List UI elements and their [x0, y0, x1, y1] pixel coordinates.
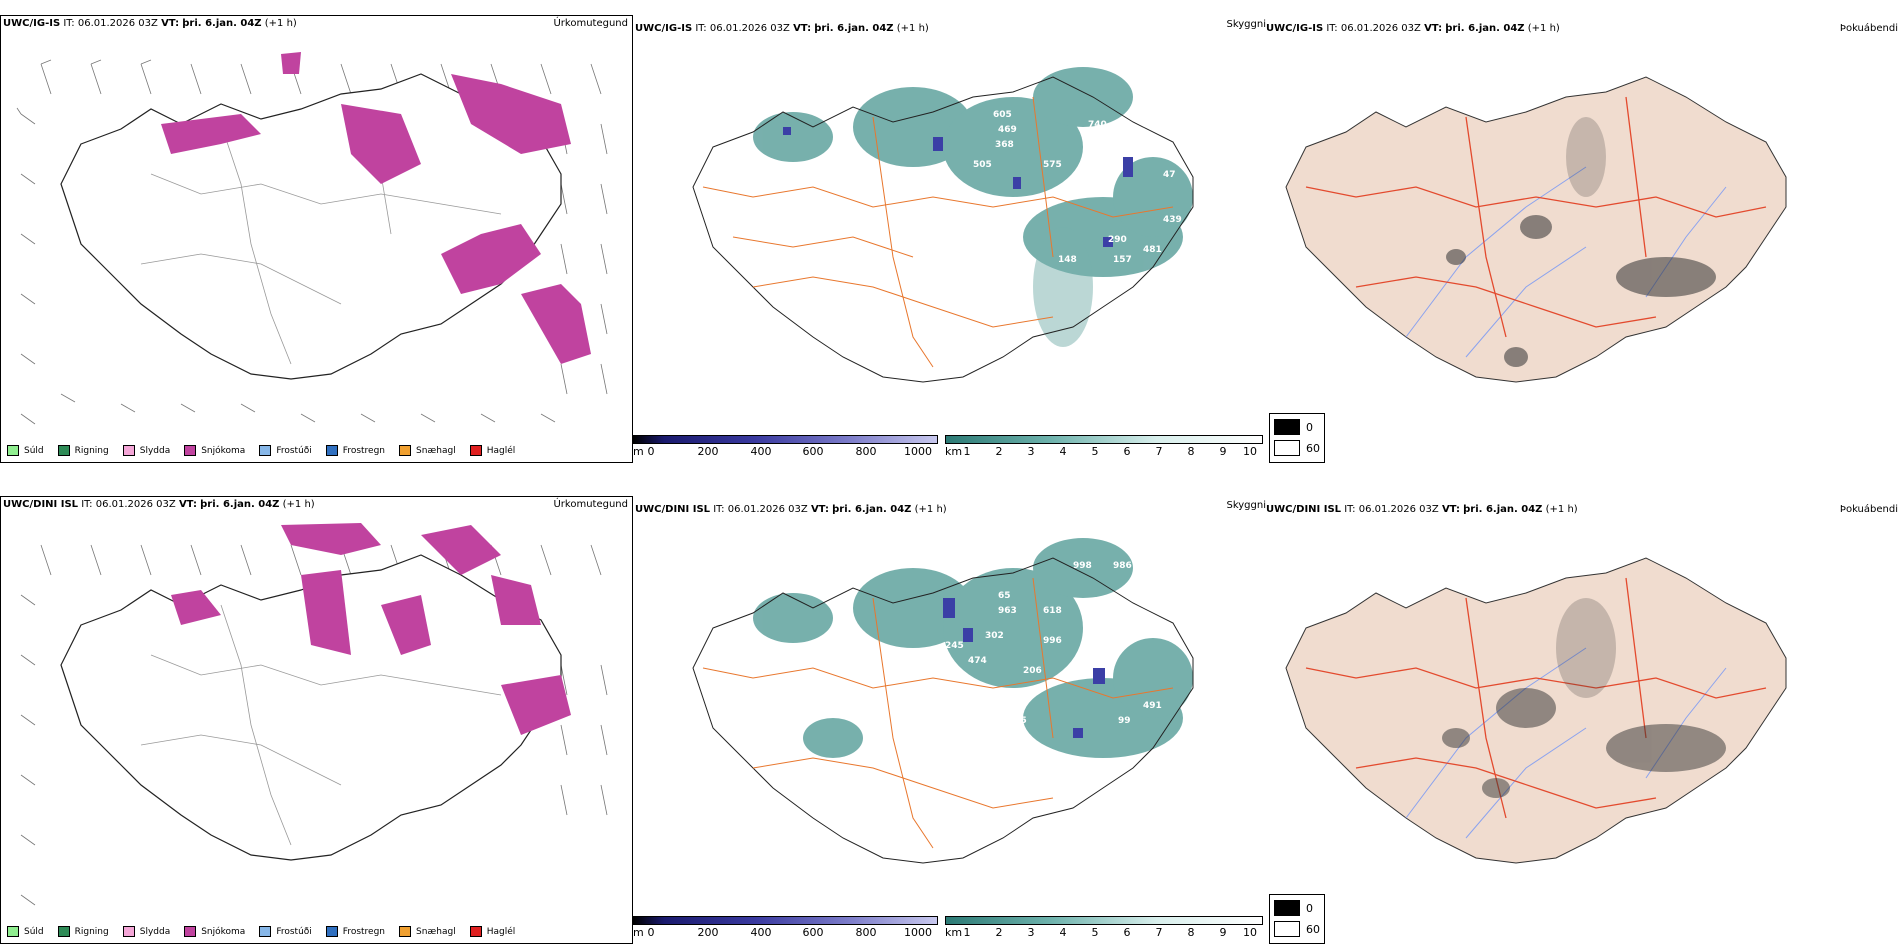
legend-item: Snæhagl [399, 926, 456, 937]
legend-item: Haglél [469, 926, 515, 937]
ceiling-label: 909 [1058, 190, 1077, 200]
visibility-scale: km 1 2 3 4 5 6 7 8 9 10 [945, 916, 1263, 939]
fog-scale: 0 60 [1269, 894, 1325, 944]
legend-item: Haglél [469, 445, 515, 456]
ceiling-label: 481 [1143, 245, 1162, 255]
ceiling-label: 245 [945, 641, 964, 651]
cloud-map: 605 469 368 575 505 909 740 47 439 481 2… [692, 67, 1194, 383]
visibility-scale: km 1 2 3 4 5 6 7 8 9 10 [945, 435, 1263, 458]
fog-panel-1: UWC/IG-IS IT: 06.01.2026 03Z VT: þri. 6.… [1266, 15, 1900, 463]
panel-header: UWC/IG-IS IT: 06.01.2026 03Z VT: þri. 6.… [635, 23, 929, 34]
ceiling-scale: m 0 200 400 600 800 1000 [633, 916, 938, 939]
ceiling-label: 220 [948, 701, 967, 711]
ceiling-label: 998 [1073, 561, 1092, 571]
ceiling-label: 469 [998, 125, 1017, 135]
legend-item: Frostregn [325, 445, 385, 456]
legend-item: Snæhagl [399, 445, 456, 456]
ceiling-label: 368 [995, 140, 1014, 150]
legend-item: Súld [7, 445, 44, 456]
ceiling-label: 491 [1143, 701, 1162, 711]
ceiling-label: 575 [1043, 160, 1062, 170]
legend-item: Rigning [57, 445, 109, 456]
legend-item: Súld [7, 926, 44, 937]
snow-areas [171, 523, 571, 735]
precip-panel-1: UWC/IG-IS IT: 06.01.2026 03Z VT: þri. 6.… [0, 15, 633, 463]
ceiling-label: 47 [1163, 170, 1176, 180]
ceiling-label: 99 [1118, 716, 1131, 726]
cloud-panel-1: UWC/IG-IS IT: 06.01.2026 03Z VT: þri. 6.… [633, 15, 1266, 463]
ceiling-label: 618 [1043, 606, 1062, 616]
panel-header: UWC/DINI ISL IT: 06.01.2026 03Z VT: þri.… [635, 504, 947, 515]
ceiling-label: 505 [973, 160, 992, 170]
ceiling-label: 302 [985, 631, 1004, 641]
ceiling-labels: 998 986 412 65 963 618 302 996 474 245 2… [945, 561, 1162, 726]
ceiling-label: 412 [1123, 583, 1142, 593]
panel-type-title: Úrkomutegund [553, 499, 628, 510]
ceiling-label: 206 [1023, 666, 1042, 676]
ceiling-label: 157 [1113, 255, 1132, 265]
legend-item: Rigning [57, 926, 109, 937]
legend-item: Slydda [122, 445, 170, 456]
ceiling-labels: 605 469 368 575 505 909 740 47 439 481 2… [948, 110, 1182, 265]
panel-type-title: Þokuábendi [1839, 504, 1898, 515]
ceiling-label: 835 [1008, 716, 1027, 726]
precip-map [20, 523, 608, 906]
ceiling-label: 986 [1113, 561, 1132, 571]
fog-shading [1446, 117, 1716, 367]
legend-item: Frostúði [259, 445, 312, 456]
ceiling-label: 439 [1163, 215, 1182, 225]
fog-scale: 0 60 [1269, 413, 1325, 463]
panel-header: UWC/DINI ISL IT: 06.01.2026 03Z VT: þri.… [3, 499, 315, 510]
legend-item: Frostúði [259, 926, 312, 937]
precip-panel-2: UWC/DINI ISL IT: 06.01.2026 03Z VT: þri.… [0, 496, 633, 944]
panel-header: UWC/IG-IS IT: 06.01.2026 03Z VT: þri. 6.… [1266, 23, 1560, 34]
legend-item: Snjókoma [184, 445, 245, 456]
ceiling-label: 65 [998, 591, 1011, 601]
panel-type-title: Skyggni [1226, 19, 1266, 30]
cloud-map: 998 986 412 65 963 618 302 996 474 245 2… [692, 538, 1194, 864]
ceiling-label: 206 [948, 240, 967, 250]
panel-type-title: Úrkomutegund [553, 18, 628, 29]
visibility-shading [753, 67, 1193, 347]
legend-item: Snjókoma [184, 926, 245, 937]
precip-legend: Súld Rigning Slydda Snjókoma Frostúði Fr… [7, 445, 515, 456]
ceiling-label: 474 [968, 656, 987, 666]
roads [702, 96, 1174, 368]
ceiling-scale: m 0 200 400 600 800 1000 [633, 435, 938, 458]
panel-type-title: Skyggni [1226, 500, 1266, 511]
ceiling-label: 996 [1043, 636, 1062, 646]
cloud-panel-2: UWC/DINI ISL IT: 06.01.2026 03Z VT: þri.… [633, 496, 1266, 944]
precip-map [16, 52, 608, 425]
panel-header: UWC/IG-IS IT: 06.01.2026 03Z VT: þri. 6.… [3, 18, 297, 29]
ceiling-label: 290 [1108, 235, 1127, 245]
panel-header: UWC/DINI ISL IT: 06.01.2026 03Z VT: þri.… [1266, 504, 1578, 515]
fog-map [1285, 557, 1787, 864]
panel-type-title: Þokuábendi [1839, 23, 1898, 34]
ceiling-label: 605 [993, 110, 1012, 120]
low-cloud-patches [783, 127, 1133, 247]
snow-areas [161, 52, 591, 364]
red-roads [1305, 96, 1767, 338]
precip-legend: Súld Rigning Slydda Snjókoma Frostúði Fr… [7, 926, 515, 937]
legend-item: Frostregn [325, 926, 385, 937]
ceiling-label: 148 [1058, 255, 1077, 265]
fog-map [1285, 76, 1787, 383]
ceiling-label: 963 [998, 606, 1017, 616]
legend-item: Slydda [122, 926, 170, 937]
fog-panel-2: UWC/DINI ISL IT: 06.01.2026 03Z VT: þri.… [1266, 496, 1900, 944]
ceiling-label: 740 [1088, 120, 1107, 130]
